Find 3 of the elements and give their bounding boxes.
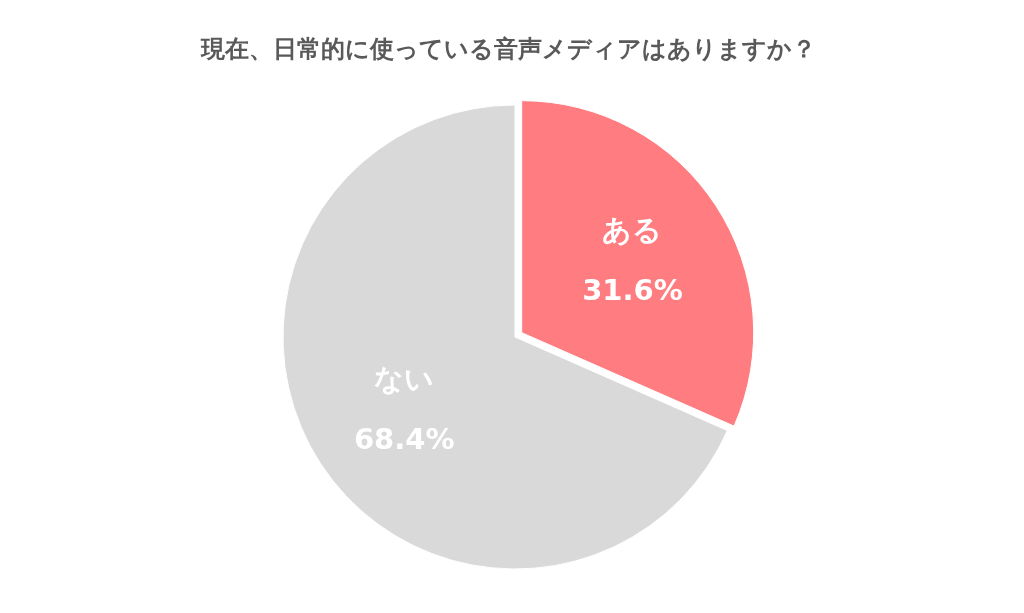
slice-label: ある	[602, 213, 663, 248]
chart-title: 現在、日常的に使っている音声メディアはありますか？	[199, 34, 817, 64]
data-label: 31.6%	[582, 273, 683, 308]
